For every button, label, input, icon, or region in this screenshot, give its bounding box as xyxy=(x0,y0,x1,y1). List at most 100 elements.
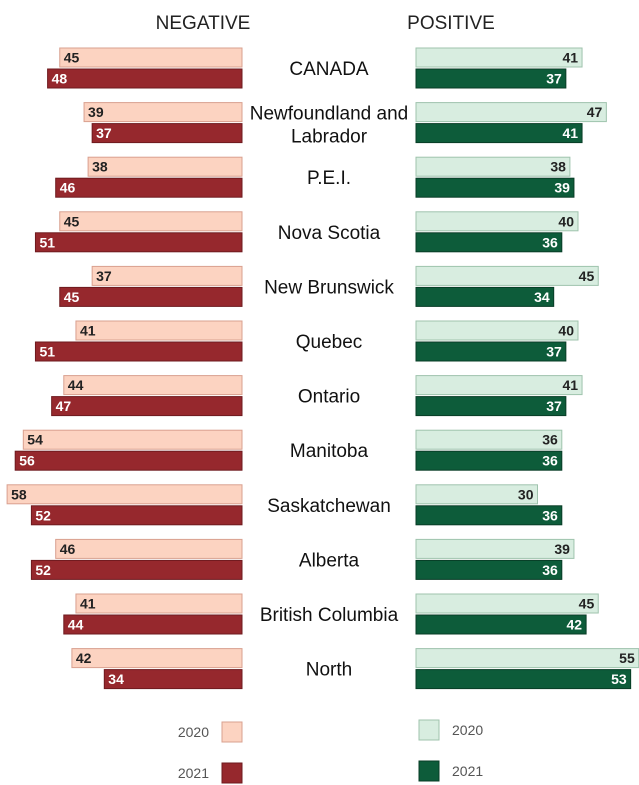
positive-2021-value-label: 36 xyxy=(542,453,558,469)
positive-2021-bar xyxy=(415,450,563,471)
negative-2021-bar xyxy=(34,232,243,253)
legend-positive-2021-label: 2021 xyxy=(452,763,483,779)
negative-2021-bar xyxy=(30,505,243,526)
positive-2021-value-label: 41 xyxy=(562,125,578,141)
positive-2021-value-label: 36 xyxy=(542,234,558,250)
positive-2020-value-label: 40 xyxy=(558,213,574,229)
negative-2020-bar xyxy=(87,156,243,177)
negative-2020-value-label: 45 xyxy=(64,213,80,229)
category-label: British Columbia xyxy=(260,605,399,626)
negative-2021-value-label: 51 xyxy=(39,234,55,250)
positive-2021-value-label: 37 xyxy=(546,344,562,360)
positive-2020-bar xyxy=(415,538,575,559)
negative-2020-bar xyxy=(6,484,243,505)
positive-2020-bar xyxy=(415,648,639,669)
negative-2020-value-label: 46 xyxy=(60,541,76,557)
negative-2020-value-label: 38 xyxy=(92,159,108,175)
positive-2021-value-label: 36 xyxy=(542,507,558,523)
positive-2020-bar xyxy=(415,320,579,341)
negative-2021-bar xyxy=(55,177,243,198)
positive-2020-value-label: 30 xyxy=(518,486,534,502)
positive-2021-value-label: 42 xyxy=(567,617,583,633)
negative-2020-bar xyxy=(59,47,243,68)
negative-2021-value-label: 52 xyxy=(35,507,51,523)
category-label: Saskatchewan xyxy=(267,496,391,517)
negative-2021-value-label: 56 xyxy=(19,453,35,469)
negative-2021-bar xyxy=(63,614,243,635)
positive-2021-value-label: 37 xyxy=(546,398,562,414)
positive-2020-bar xyxy=(415,429,563,450)
positive-2020-value-label: 41 xyxy=(562,377,578,393)
positive-panel-title: POSITIVE xyxy=(407,13,495,34)
positive-2020-value-label: 36 xyxy=(542,432,558,448)
positive-2020-bar xyxy=(415,484,538,505)
positive-2020-value-label: 55 xyxy=(619,650,635,666)
negative-2020-value-label: 45 xyxy=(64,50,80,66)
category-label: CANADA xyxy=(289,59,369,80)
positive-2020-value-label: 41 xyxy=(562,50,578,66)
negative-2021-value-label: 48 xyxy=(52,71,68,87)
positive-2021-bar xyxy=(415,505,563,526)
negative-2020-value-label: 39 xyxy=(88,104,104,120)
bars-layer: 4539384537414454584641424837465145514756… xyxy=(6,47,639,690)
category-label: P.E.I. xyxy=(307,168,351,189)
negative-2020-bar xyxy=(63,375,243,396)
positive-2020-value-label: 45 xyxy=(579,268,595,284)
legend-negative-2021-label: 2021 xyxy=(178,765,209,781)
negative-2021-bar xyxy=(34,341,243,362)
legend-positive-2020-swatch xyxy=(418,719,440,741)
positive-2021-value-label: 34 xyxy=(534,289,550,305)
positive-2021-bar xyxy=(415,232,563,253)
positive-2021-bar xyxy=(415,559,563,580)
positive-2020-value-label: 38 xyxy=(550,159,566,175)
positive-2020-bar xyxy=(415,593,599,614)
negative-2021-value-label: 44 xyxy=(68,617,84,633)
positive-2020-bar xyxy=(415,375,583,396)
positive-2021-bar xyxy=(415,286,555,307)
positive-2021-value-label: 37 xyxy=(546,71,562,87)
positive-2020-bar xyxy=(415,102,607,123)
negative-2020-value-label: 41 xyxy=(80,596,96,612)
negative-2021-bar xyxy=(103,669,243,690)
negative-2021-value-label: 45 xyxy=(64,289,80,305)
positive-2021-bar xyxy=(415,396,567,417)
positive-2021-bar xyxy=(415,68,567,89)
negative-2021-bar xyxy=(47,68,243,89)
negative-2020-bar xyxy=(83,102,243,123)
category-label: Ontario xyxy=(298,387,360,408)
negative-2021-value-label: 47 xyxy=(56,398,72,414)
positive-2021-bar xyxy=(415,177,575,198)
legend-negative-2020-swatch xyxy=(221,721,243,743)
negative-2020-bar xyxy=(71,648,243,669)
negative-2020-value-label: 58 xyxy=(11,486,27,502)
positive-2021-bar xyxy=(415,669,632,690)
negative-2020-value-label: 54 xyxy=(27,432,43,448)
category-label: Nova Scotia xyxy=(278,223,381,244)
positive-2020-value-label: 45 xyxy=(579,596,595,612)
negative-2020-bar xyxy=(22,429,243,450)
category-label-line2: Labrador xyxy=(291,127,368,148)
positive-2020-value-label: 47 xyxy=(587,104,603,120)
category-label: New Brunswick xyxy=(264,277,394,298)
positive-2021-bar xyxy=(415,123,583,144)
positive-2020-bar xyxy=(415,211,579,232)
negative-2021-bar xyxy=(14,450,243,471)
positive-2020-bar xyxy=(415,156,571,177)
negative-2020-value-label: 44 xyxy=(68,377,84,393)
negative-2020-bar xyxy=(55,538,243,559)
category-label: Quebec xyxy=(296,332,363,353)
legend-negative-2020-label: 2020 xyxy=(178,724,209,740)
category-label: Manitoba xyxy=(290,441,369,462)
negative-2021-bar xyxy=(59,286,243,307)
legend: 2020 2021 2020 2021 xyxy=(178,719,483,784)
legend-positive-2021-swatch xyxy=(418,760,440,782)
positive-2020-value-label: 40 xyxy=(558,323,574,339)
negative-2021-value-label: 52 xyxy=(35,562,51,578)
positive-2021-value-label: 39 xyxy=(554,180,570,196)
legend-negative-2021-swatch xyxy=(221,762,243,784)
negative-2020-value-label: 42 xyxy=(76,650,92,666)
negative-panel-title: NEGATIVE xyxy=(156,13,251,34)
positive-2021-value-label: 36 xyxy=(542,562,558,578)
